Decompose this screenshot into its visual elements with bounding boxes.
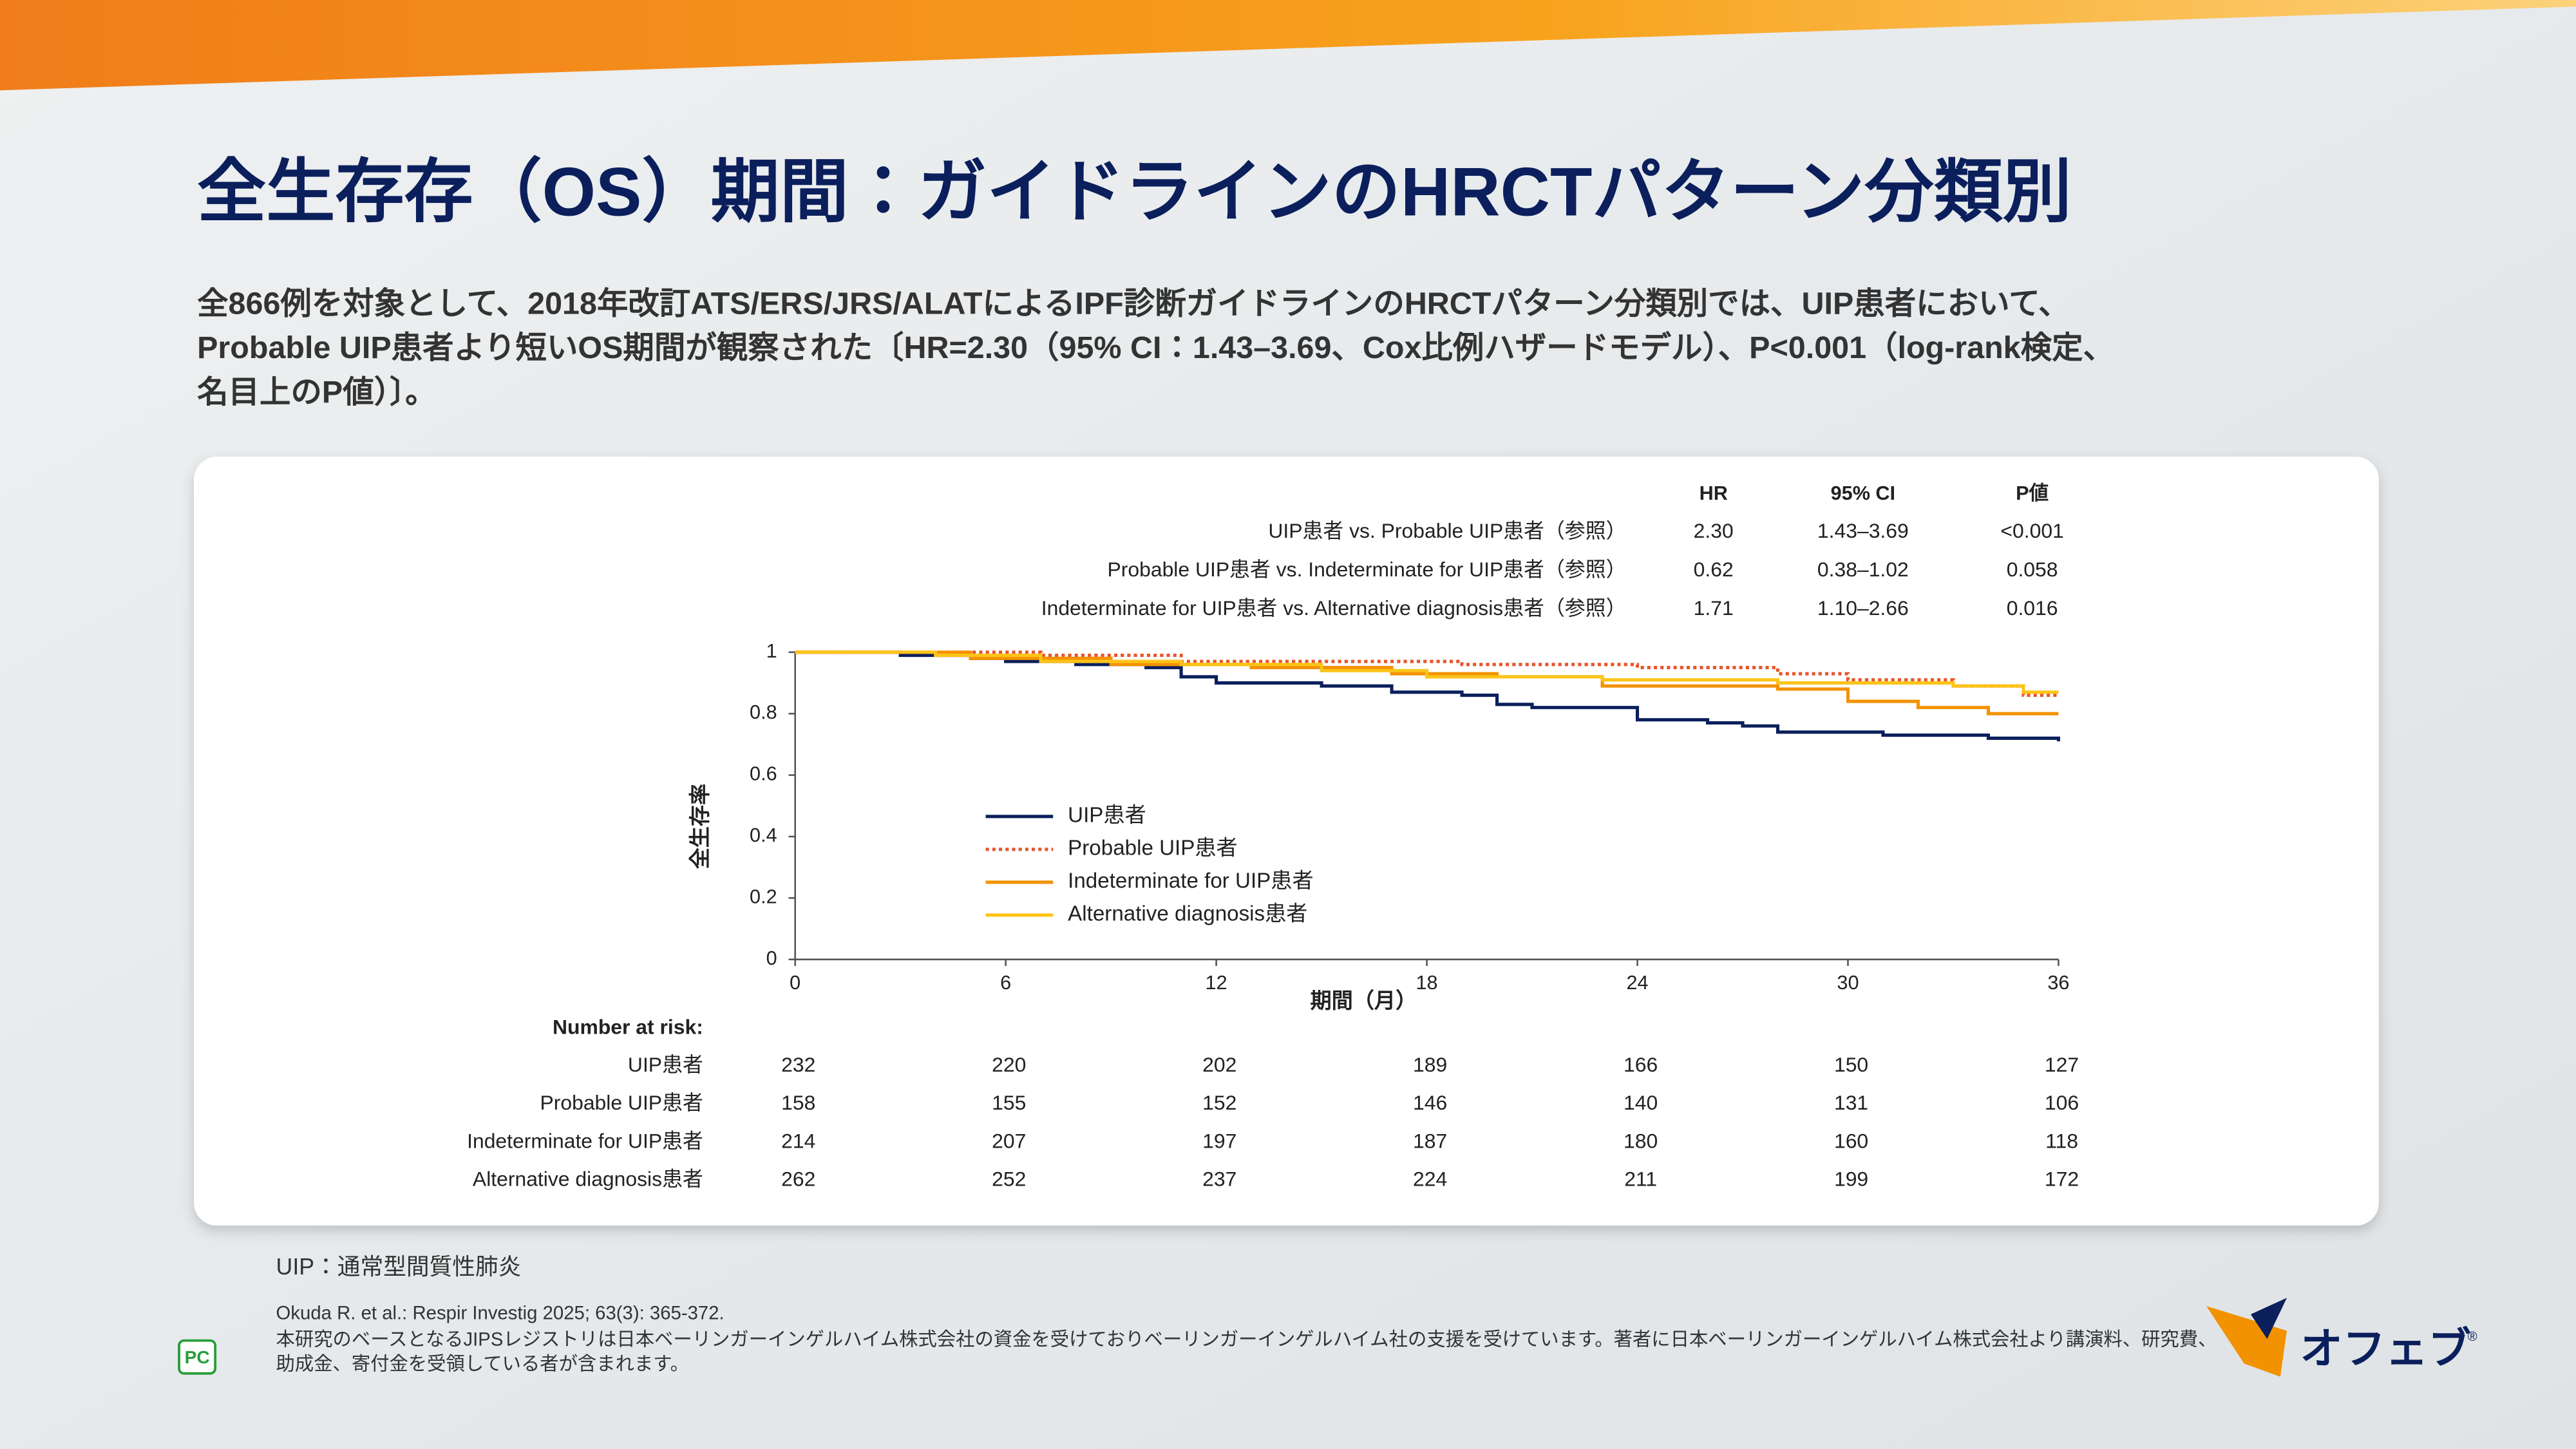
x-tick-label: 36 (2047, 972, 2069, 994)
risk-cell: 252 (992, 1168, 1026, 1191)
hr-cell: 0.38–1.02 (1817, 558, 1909, 581)
note: 助成金、寄付金を受領している者が含まれます。 (276, 1354, 689, 1375)
x-tick-label: 24 (1626, 972, 1648, 994)
hr-header: HR (1700, 482, 1728, 504)
x-tick-label: 18 (1416, 972, 1438, 994)
risk-cell: 152 (1202, 1091, 1236, 1114)
risk-row-label: Probable UIP患者 (540, 1091, 703, 1114)
risk-cell: 262 (781, 1168, 815, 1191)
risk-cell: 197 (1202, 1129, 1236, 1152)
x-axis-label: 期間（月） (1310, 989, 1417, 1013)
risk-row-label: Alternative diagnosis患者 (473, 1168, 703, 1191)
card (194, 457, 2379, 1226)
hr-cell: <0.001 (2000, 519, 2063, 542)
risk-title: Number at risk: (553, 1015, 703, 1038)
y-tick-label: 1 (766, 640, 777, 662)
logo: オフェブ (2300, 1325, 2470, 1373)
note: 本研究のベースとなるJIPSレジストリは日本ベーリンガーインゲルハイム株式会社の… (276, 1329, 2217, 1350)
y-tick-label: 0.2 (750, 886, 777, 907)
risk-cell: 118 (2045, 1129, 2078, 1152)
legend-label: Alternative diagnosis患者 (1068, 902, 1307, 926)
hr-header: 95% CI (1831, 482, 1895, 504)
citation: Okuda R. et al.: Respir Investig 2025; 6… (276, 1303, 724, 1324)
hr-cell: 1.10–2.66 (1817, 596, 1909, 620)
hr-row-label: Indeterminate for UIP患者 vs. Alternative … (1041, 596, 1627, 620)
survival-curve (795, 650, 2059, 694)
risk-cell: 202 (1202, 1053, 1236, 1076)
risk-cell: 160 (1834, 1129, 1868, 1152)
hr-cell: 0.058 (2007, 558, 2058, 581)
risk-cell: 140 (1624, 1091, 1658, 1114)
badge-box (178, 1339, 217, 1375)
legend-label: Indeterminate for UIP患者 (1068, 869, 1313, 893)
hr-row-label: Probable UIP患者 vs. Indeterminate for UIP… (1108, 558, 1627, 581)
risk-cell: 155 (992, 1091, 1026, 1114)
risk-cell: 172 (2045, 1168, 2079, 1191)
hr-cell: 2.30 (1694, 519, 1734, 542)
y-tick-label: 0.8 (750, 701, 777, 723)
logo-mark: ® (2468, 1330, 2477, 1344)
risk-cell: 211 (1624, 1168, 1657, 1191)
x-tick-label: 12 (1206, 972, 1227, 994)
hr-cell: 0.62 (1694, 558, 1734, 581)
hr-cell: 1.43–3.69 (1817, 519, 1909, 542)
top-band (0, 0, 2576, 91)
summary-line: Probable UIP患者より短いOS期間が観察された〔HR=2.30（95%… (197, 330, 2114, 365)
risk-cell: 158 (781, 1091, 815, 1114)
summary-line: 全866例を対象として、2018年改訂ATS/ERS/JRS/ALATによるIP… (197, 286, 2069, 321)
x-tick-label: 6 (1000, 972, 1011, 994)
risk-row-label: UIP患者 (628, 1053, 703, 1076)
risk-cell: 207 (992, 1129, 1026, 1152)
risk-cell: 220 (992, 1053, 1026, 1076)
risk-cell: 237 (1202, 1168, 1236, 1191)
x-tick-label: 0 (790, 972, 800, 994)
y-tick-label: 0 (766, 947, 777, 969)
risk-cell: 232 (781, 1053, 815, 1076)
risk-cell: 127 (2045, 1053, 2079, 1076)
risk-row-label: Indeterminate for UIP患者 (467, 1129, 703, 1152)
risk-cell: 146 (1413, 1091, 1447, 1114)
y-tick-label: 0.6 (750, 763, 777, 785)
risk-cell: 199 (1834, 1168, 1868, 1191)
risk-cell: 189 (1413, 1053, 1447, 1076)
logo-icon (2250, 1298, 2287, 1340)
risk-cell: 131 (1834, 1091, 1868, 1114)
x-tick-label: 30 (1837, 972, 1859, 994)
title: 全生存存（OS）期間：ガイドラインのHRCTパターン分類別 (197, 153, 2072, 230)
risk-cell: 187 (1413, 1129, 1447, 1152)
content: HR 95% CI P値 UIP患者 vs. Probable UIP患者（参照） 2.… (467, 482, 2079, 1191)
survival-curve (795, 650, 2059, 697)
hr-cell: 1.71 (1694, 596, 1734, 620)
risk-cell: 180 (1624, 1129, 1658, 1152)
risk-cell: 106 (2045, 1091, 2079, 1114)
legend-label: Probable UIP患者 (1068, 837, 1238, 860)
badge: PC (185, 1347, 210, 1367)
risk-cell: 214 (781, 1129, 815, 1152)
risk-cell: 150 (1834, 1053, 1868, 1076)
hr-row-label: UIP患者 vs. Probable UIP患者（参照） (1268, 519, 1626, 542)
hr-header: P値 (2016, 482, 2049, 504)
survival-curve (795, 650, 2060, 742)
survival-curve (795, 650, 2059, 715)
abbreviation: UIP：通常型間質性肺炎 (276, 1254, 522, 1280)
y-tick-label: 0.4 (750, 824, 777, 846)
summary-line: 名目上のP値）〕。 (197, 374, 436, 410)
hr-cell: 0.016 (2007, 596, 2058, 620)
logo-icon (2206, 1306, 2287, 1377)
legend-label: UIP患者 (1068, 804, 1146, 828)
y-axis-label: 全生存率 (688, 784, 712, 869)
risk-cell: 166 (1624, 1053, 1658, 1076)
risk-cell: 224 (1413, 1168, 1447, 1191)
